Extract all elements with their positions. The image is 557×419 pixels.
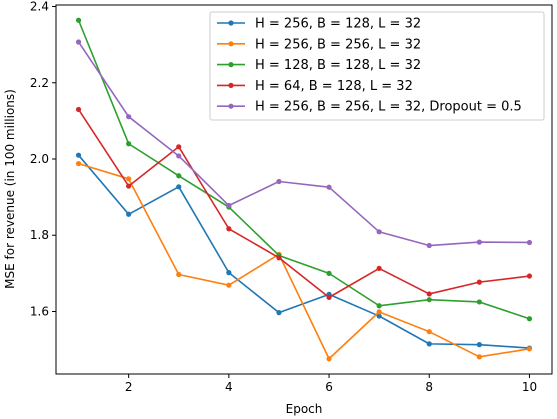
x-tick-label: 2 [125, 380, 133, 394]
data-point [75, 17, 82, 23]
legend-label: H = 256, B = 256, L = 32 [255, 37, 421, 52]
data-point [526, 239, 533, 246]
data-point [326, 356, 332, 362]
data-point [426, 341, 432, 347]
data-point [376, 303, 382, 309]
data-point [326, 184, 332, 190]
legend-marker [228, 82, 234, 88]
data-point [326, 270, 332, 276]
data-point [126, 114, 132, 120]
data-point [226, 202, 232, 209]
y-tick-label: 2.0 [30, 152, 49, 166]
legend-entry: H = 256, B = 128, L = 32 [217, 17, 421, 32]
legend-marker [228, 20, 234, 26]
data-point [476, 354, 482, 360]
legend-entry: H = 64, B = 128, L = 32 [217, 79, 413, 94]
x-tick-label: 6 [325, 380, 333, 394]
legend-label: H = 256, B = 256, L = 32, Dropout = 0.5 [255, 100, 522, 115]
legend-entry: H = 256, B = 256, L = 32 [217, 37, 421, 52]
data-point [176, 173, 182, 179]
series-line [77, 19, 530, 320]
data-point [126, 183, 132, 189]
data-point [376, 309, 382, 315]
data-point [376, 313, 382, 319]
data-point [476, 342, 482, 348]
data-point [476, 239, 482, 245]
y-axis-title: MSE for revenue (in 100 millions) [3, 89, 17, 289]
data-point [426, 297, 432, 303]
series-layer [75, 17, 533, 362]
data-point [126, 211, 132, 217]
legend: H = 256, B = 128, L = 32 H = 256, B = 256… [209, 11, 545, 121]
x-axis-title: Epoch [286, 402, 323, 416]
series-line [77, 41, 530, 247]
data-point [426, 291, 432, 297]
data-point [176, 184, 182, 190]
data-point [75, 39, 82, 45]
data-point [75, 152, 82, 158]
data-point [226, 226, 232, 232]
data-point [276, 255, 282, 261]
series-2 [75, 160, 533, 362]
data-point [426, 329, 432, 335]
data-point [426, 242, 432, 249]
data-point [526, 346, 533, 352]
y-tick-label: 1.8 [30, 228, 49, 242]
y-tick-label: 1.6 [30, 304, 49, 318]
data-point [126, 141, 132, 147]
legend-marker [228, 62, 234, 68]
series-line [78, 162, 530, 360]
legend-entry: H = 256, B = 256, L = 32, Dropout = 0.5 [217, 100, 522, 115]
data-point [276, 178, 282, 185]
x-tick-label: 10 [522, 380, 537, 394]
series-line [77, 109, 530, 299]
data-point [476, 299, 482, 305]
legend-marker [228, 103, 234, 109]
data-point [176, 144, 182, 150]
legend-label: H = 128, B = 128, L = 32 [255, 58, 421, 73]
legend-frame [209, 11, 545, 121]
y-axis-ticks: 1.6 1.8 2.0 2.2 2.4 [30, 0, 56, 318]
data-point [276, 310, 282, 316]
legend-label: H = 256, B = 128, L = 32 [255, 17, 421, 32]
y-tick-label: 2.2 [30, 76, 49, 90]
series-4 [75, 106, 533, 300]
x-tick-label: 8 [425, 380, 433, 394]
legend-entries: H = 256, B = 128, L = 32 H = 256, B = 256… [217, 17, 522, 115]
data-point [476, 279, 482, 285]
legend-entry: H = 128, B = 128, L = 32 [217, 58, 421, 73]
data-point [126, 176, 132, 182]
data-point [226, 270, 232, 276]
data-point [226, 282, 232, 288]
legend-label: H = 64, B = 128, L = 32 [255, 79, 413, 94]
data-point [75, 160, 82, 167]
data-point [526, 273, 533, 279]
series-5 [75, 39, 533, 249]
x-axis-ticks: 2 4 6 8 10 [125, 374, 537, 394]
x-tick-label: 4 [225, 380, 233, 394]
data-point [526, 316, 533, 322]
data-point [176, 153, 182, 159]
y-tick-label: 2.4 [30, 0, 49, 14]
data-point [376, 265, 382, 272]
data-point [376, 229, 382, 235]
data-point [176, 271, 182, 278]
data-point [326, 294, 332, 300]
data-point [75, 106, 82, 113]
series-3 [75, 17, 533, 322]
legend-marker [228, 41, 234, 47]
